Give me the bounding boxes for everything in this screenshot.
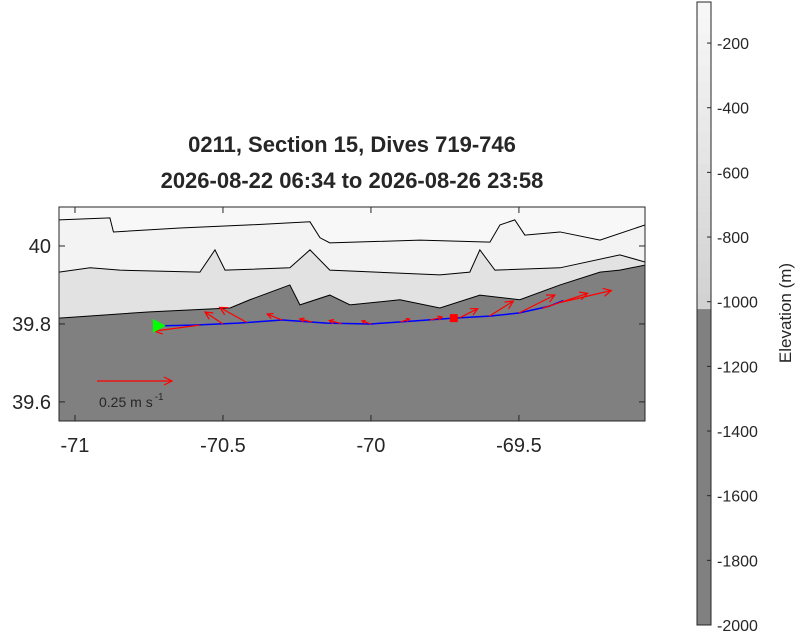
colorbar-band	[697, 260, 711, 278]
colorbar-band	[697, 535, 711, 553]
colorbar-band	[697, 309, 711, 326]
start-marker	[152, 318, 166, 333]
colorbar-tick-label: -600	[717, 165, 749, 182]
colorbar-tick-label: -1400	[717, 424, 758, 441]
colorbar-tick-label: -1800	[717, 553, 758, 570]
colorbar-band	[697, 179, 711, 197]
scale-label: 0.25 m s -1	[99, 392, 164, 410]
scale-arrow	[97, 376, 174, 386]
colorbar-band	[697, 115, 711, 132]
colorbar-band	[697, 341, 711, 359]
colorbar-band	[697, 325, 711, 342]
current-arrow	[560, 287, 613, 304]
colorbar-band	[697, 600, 711, 617]
current-arrow	[203, 311, 224, 325]
colorbar-label: Elevation (m)	[776, 263, 795, 363]
colorbar-band	[697, 34, 711, 51]
current-arrow	[489, 300, 515, 317]
colorbar-band	[697, 583, 711, 601]
colorbar-tick-label: -1200	[717, 359, 758, 376]
colorbar-band	[697, 66, 711, 84]
colorbar-band	[697, 131, 711, 148]
colorbar-band	[697, 616, 711, 626]
scale-label-text: 0.25 m s	[99, 394, 153, 410]
colorbar-band	[697, 373, 711, 391]
colorbar-band	[697, 551, 711, 569]
current-arrow	[459, 308, 479, 319]
colorbar-tick-label: -800	[717, 230, 749, 247]
x-tick-label: -70.5	[200, 435, 246, 457]
colorbar-band	[697, 82, 711, 100]
current-arrow	[298, 317, 312, 323]
colorbar-band	[697, 147, 711, 165]
contour-line	[59, 217, 645, 244]
x-tick-label: -71	[61, 435, 90, 457]
current-arrow	[400, 317, 411, 323]
colorbar-band	[697, 454, 711, 472]
colorbar-band	[697, 228, 711, 245]
colorbar-band	[697, 276, 711, 294]
current-arrow	[328, 318, 342, 325]
colorbar-band	[697, 2, 711, 19]
colorbar-band	[697, 422, 711, 439]
x-tick-label: -70	[356, 435, 385, 457]
colorbar-band	[697, 438, 711, 456]
colorbar-tick-label: -2000	[717, 618, 758, 634]
colorbar-band	[697, 357, 711, 375]
colorbar-tick-label: -400	[717, 101, 749, 118]
contour-line	[59, 264, 645, 319]
colorbar-tick-label: -1000	[717, 295, 758, 312]
colorbar-band	[697, 406, 711, 423]
colorbar-band	[697, 519, 711, 536]
y-tick-label: 40	[29, 236, 51, 258]
y-tick-label: 39.6	[12, 392, 51, 414]
colorbar-band	[697, 470, 711, 488]
current-arrow	[265, 312, 283, 321]
current-arrow	[360, 319, 372, 325]
chart-title: 0211, Section 15, Dives 719-746	[188, 132, 516, 157]
colorbar-band	[697, 212, 711, 229]
colorbar-tick-label: -200	[717, 36, 749, 53]
current-arrow	[218, 306, 247, 323]
colorbar-band	[697, 389, 711, 407]
colorbar-band	[697, 163, 711, 181]
x-tick-label: -69.5	[496, 435, 542, 457]
colorbar-band	[697, 486, 711, 504]
colorbar-band	[697, 195, 711, 213]
colorbar-band	[697, 18, 711, 35]
current-arrow	[429, 315, 444, 321]
bathymetry-band	[59, 265, 645, 421]
colorbar-band	[697, 244, 711, 262]
colorbar-band	[697, 567, 711, 585]
contour-line	[59, 248, 645, 276]
chart-subtitle: 2026-08-22 06:34 to 2026-08-26 23:58	[161, 168, 544, 193]
colorbar-band	[697, 50, 711, 68]
end-marker	[449, 314, 458, 323]
colorbar-tick-label: -1600	[717, 489, 758, 506]
colorbar-band	[697, 503, 711, 520]
glider-track	[157, 299, 564, 327]
colorbar-box	[696, 1, 712, 626]
colorbar-band	[697, 292, 711, 310]
current-arrow	[518, 294, 557, 314]
scale-label-exponent: -1	[155, 392, 164, 403]
plot-area	[59, 207, 645, 421]
axes-box	[58, 206, 646, 422]
colorbar-band	[697, 98, 711, 116]
y-tick-label: 39.8	[12, 314, 51, 336]
